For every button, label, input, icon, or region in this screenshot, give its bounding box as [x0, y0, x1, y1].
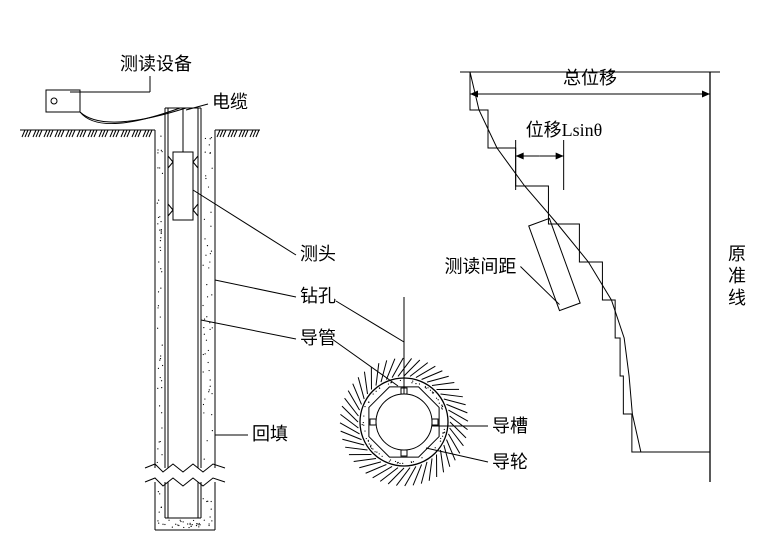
label-pipe: 导管: [300, 328, 336, 348]
label-borehole: 钻孔: [300, 286, 336, 306]
label-disp-formula: 位移Lsinθ: [526, 120, 603, 140]
tilted-probe: [529, 218, 580, 310]
label-cable: 电缆: [212, 92, 248, 112]
cross-pipe-inner: [376, 394, 432, 450]
label-probe: 测头: [300, 244, 336, 264]
label-ref-line: 原准线: [728, 244, 746, 308]
label-wheel: 导轮: [492, 452, 528, 472]
label-total-disp: 总位移: [563, 68, 617, 88]
probe: [173, 152, 193, 220]
label-device: 测读设备: [120, 54, 192, 74]
label-read-interval: 测读间距: [444, 257, 516, 277]
label-groove: 导槽: [492, 416, 528, 436]
label-backfill: 回填: [252, 424, 288, 444]
